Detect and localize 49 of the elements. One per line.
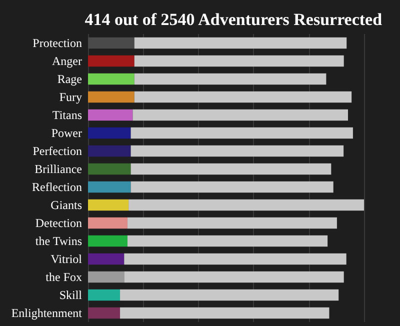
bar [88, 55, 134, 67]
bar [88, 217, 128, 229]
bar [88, 289, 120, 301]
y-tick-label: Skill [59, 288, 83, 302]
bar [88, 271, 124, 283]
bar [88, 163, 131, 175]
y-tick-label: Vitriol [50, 252, 83, 266]
bar [88, 307, 120, 319]
y-tick-label: Enlightenment [11, 306, 83, 320]
y-tick-label: the Fox [46, 270, 82, 284]
y-tick-label: Brilliance [34, 162, 82, 176]
y-tick-label: Rage [57, 72, 82, 86]
y-tick-label: Protection [32, 36, 82, 50]
y-tick-label: Titans [52, 108, 82, 122]
bar [124, 253, 346, 265]
bar [120, 307, 330, 319]
bar [88, 109, 133, 121]
bar [88, 91, 134, 103]
bar [88, 73, 134, 85]
bar [88, 235, 128, 247]
y-tick-label: Giants [50, 198, 82, 212]
bar [127, 217, 337, 229]
chart-title: 414 out of 2540 Adventurers Resurrected [84, 10, 383, 29]
y-tick-label: Power [51, 126, 82, 140]
y-tick-label: Reflection [32, 180, 82, 194]
bar [128, 199, 364, 211]
bar [88, 127, 131, 139]
bar [130, 181, 334, 193]
bar [120, 289, 339, 301]
bar [88, 181, 131, 193]
y-tick-label: Anger [52, 54, 82, 68]
bar [130, 145, 344, 157]
bar [130, 127, 353, 139]
bar [130, 163, 332, 175]
y-tick-label: Fury [59, 90, 82, 104]
bar [88, 145, 131, 157]
bar [88, 199, 129, 211]
bar [134, 73, 326, 85]
bar [134, 55, 344, 67]
y-tick-label: Perfection [32, 144, 82, 158]
bar [134, 91, 352, 103]
bar [88, 37, 134, 49]
y-tick-label: Detection [35, 216, 82, 230]
bar [127, 235, 328, 247]
bar [124, 271, 344, 283]
bar [132, 109, 348, 121]
y-tick-label: the Twins [35, 234, 82, 248]
bar [134, 37, 347, 49]
bar [88, 253, 124, 265]
